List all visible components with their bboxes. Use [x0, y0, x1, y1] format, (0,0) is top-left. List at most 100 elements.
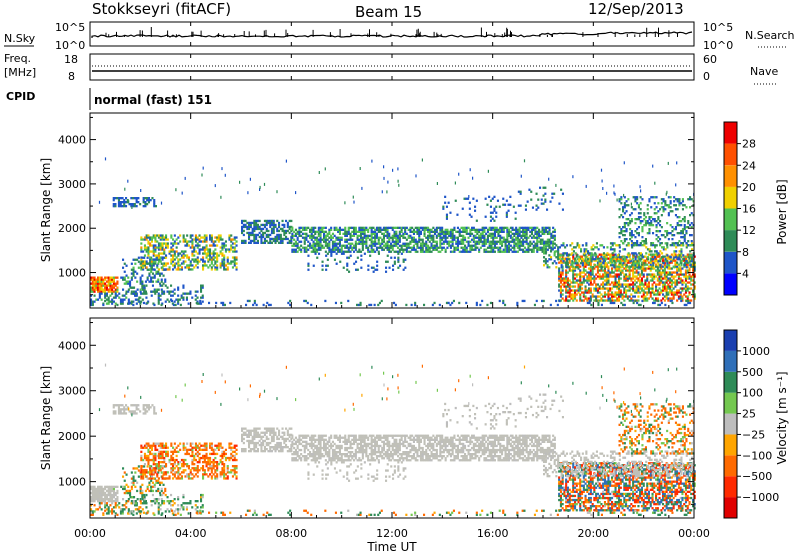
power-cell — [582, 259, 585, 262]
power-cell — [159, 256, 162, 259]
power-cell — [565, 252, 568, 255]
power-cell — [409, 234, 412, 237]
power-cell — [672, 259, 675, 262]
power-cell — [347, 242, 350, 245]
power-cell — [670, 275, 673, 278]
power-cell — [381, 240, 384, 243]
power-cell — [683, 220, 686, 223]
power-cell — [214, 262, 217, 265]
power-cell — [542, 194, 545, 197]
power-cell — [634, 266, 637, 269]
power-cell — [226, 256, 229, 259]
power-cell — [114, 205, 117, 208]
power-cell — [112, 290, 115, 293]
power-cell — [563, 261, 566, 264]
power-cell — [530, 250, 533, 253]
power-cell — [335, 244, 338, 247]
power-cell — [678, 216, 681, 219]
power-cell — [674, 263, 677, 266]
nsky-trace — [91, 31, 693, 38]
power-cell — [637, 212, 640, 215]
power-cell — [648, 222, 651, 225]
power-cell — [582, 275, 585, 278]
power-cell — [210, 262, 213, 265]
power-cell — [395, 226, 398, 229]
nsearch-tick-bottom: 10^0 — [703, 39, 733, 52]
velocity-cell — [112, 500, 115, 503]
power-cell — [256, 239, 259, 243]
power-cell — [321, 228, 324, 231]
power-cell — [666, 256, 669, 259]
power-cell — [673, 254, 676, 257]
power-cell — [640, 261, 643, 264]
power-cell — [655, 297, 658, 300]
power-cell — [307, 248, 310, 251]
power-cell — [153, 199, 156, 202]
power-cell — [656, 269, 659, 272]
power-cell — [441, 230, 444, 233]
power-cell — [270, 221, 273, 225]
power-cell — [634, 256, 637, 259]
power-cell — [602, 287, 605, 290]
power-cell — [390, 246, 393, 249]
velocity-cell — [127, 485, 130, 488]
power-cell — [693, 275, 696, 278]
power-cell — [551, 248, 554, 251]
power-cell — [674, 259, 677, 262]
power-cell — [614, 257, 617, 260]
power-cell — [508, 242, 511, 245]
power-cell — [502, 248, 505, 251]
power-cell — [648, 248, 651, 251]
power-cell — [205, 248, 208, 251]
power-cell — [596, 291, 599, 294]
power-cell — [519, 190, 522, 193]
power-cell — [259, 185, 261, 189]
power-cell — [278, 237, 281, 241]
power-cell — [673, 256, 676, 259]
velocity-cell — [107, 489, 110, 493]
power-cell — [98, 290, 101, 293]
power-cell — [529, 248, 532, 251]
power-cell — [248, 235, 251, 239]
power-cell — [253, 237, 256, 241]
power-cell — [201, 173, 203, 177]
power-cell — [303, 240, 306, 243]
power-cell — [588, 253, 591, 256]
power-cell — [248, 231, 251, 235]
power-cell — [539, 238, 542, 241]
power-cell — [647, 253, 650, 256]
power-cell — [262, 241, 265, 244]
power-cell — [210, 266, 213, 269]
power-cell — [490, 246, 493, 249]
power-cell — [676, 271, 679, 274]
power-cell — [150, 276, 153, 279]
power-cell — [636, 242, 639, 245]
power-cell — [515, 250, 518, 253]
power-cell — [633, 295, 636, 298]
power-cell — [574, 260, 577, 263]
power-cell — [393, 234, 396, 237]
power-cell — [435, 234, 438, 237]
power-cell — [566, 261, 569, 264]
power-cell — [509, 240, 512, 243]
power-cell — [538, 236, 541, 239]
power-cell — [639, 285, 642, 288]
power-cell — [132, 303, 135, 307]
power-cell — [602, 246, 605, 249]
power-cell — [142, 260, 145, 263]
velocity-cell — [107, 487, 110, 491]
power-cell — [393, 260, 396, 263]
power-cell — [689, 198, 692, 201]
velocity-cell — [97, 487, 100, 491]
power-cell — [317, 232, 320, 235]
power-cell — [270, 241, 273, 244]
power-cell — [572, 250, 575, 253]
power-cell — [592, 244, 595, 247]
power-cell — [441, 248, 444, 251]
velocity-cell — [100, 489, 103, 493]
power-cell — [563, 285, 566, 288]
power-cell — [493, 209, 496, 212]
power-cell — [584, 291, 587, 294]
power-cell — [338, 238, 341, 241]
power-cell — [683, 303, 686, 307]
